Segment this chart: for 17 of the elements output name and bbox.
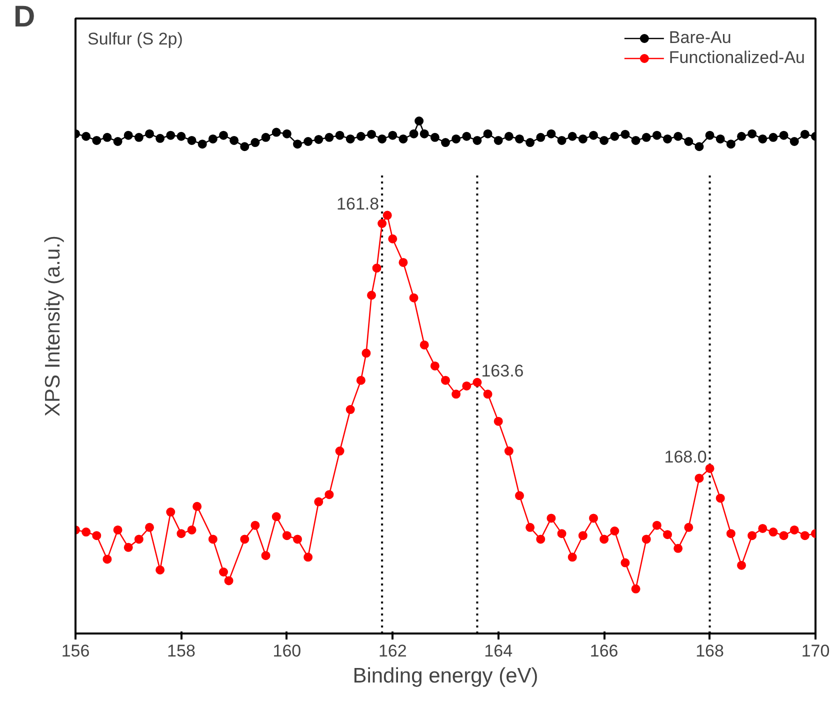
x-tick-label: 166 bbox=[590, 642, 618, 660]
x-tick-label: 164 bbox=[484, 642, 513, 660]
annotation: 168.0 bbox=[664, 447, 707, 466]
x-tick-label: 156 bbox=[61, 642, 90, 660]
x-tick-label: 160 bbox=[272, 642, 302, 660]
x-axis-title: Binding energy (eV) bbox=[352, 664, 538, 688]
x-tick-label: 162 bbox=[378, 642, 407, 660]
x-tick-label: 158 bbox=[167, 642, 196, 660]
chart-title: Sulfur (S 2p) bbox=[88, 30, 183, 48]
legend-label: Bare-Au bbox=[668, 28, 732, 48]
annotation: 163.6 bbox=[481, 361, 524, 380]
text: D bbox=[14, 0, 36, 34]
legend-label: Functionalized-Au bbox=[668, 48, 805, 68]
annotation: 161.8 bbox=[336, 194, 380, 214]
y-axis-title: XPS Intensity (a.u.) bbox=[42, 236, 64, 416]
x-tick-label: 170 bbox=[801, 642, 830, 660]
x-tick-label: 168 bbox=[696, 642, 724, 660]
